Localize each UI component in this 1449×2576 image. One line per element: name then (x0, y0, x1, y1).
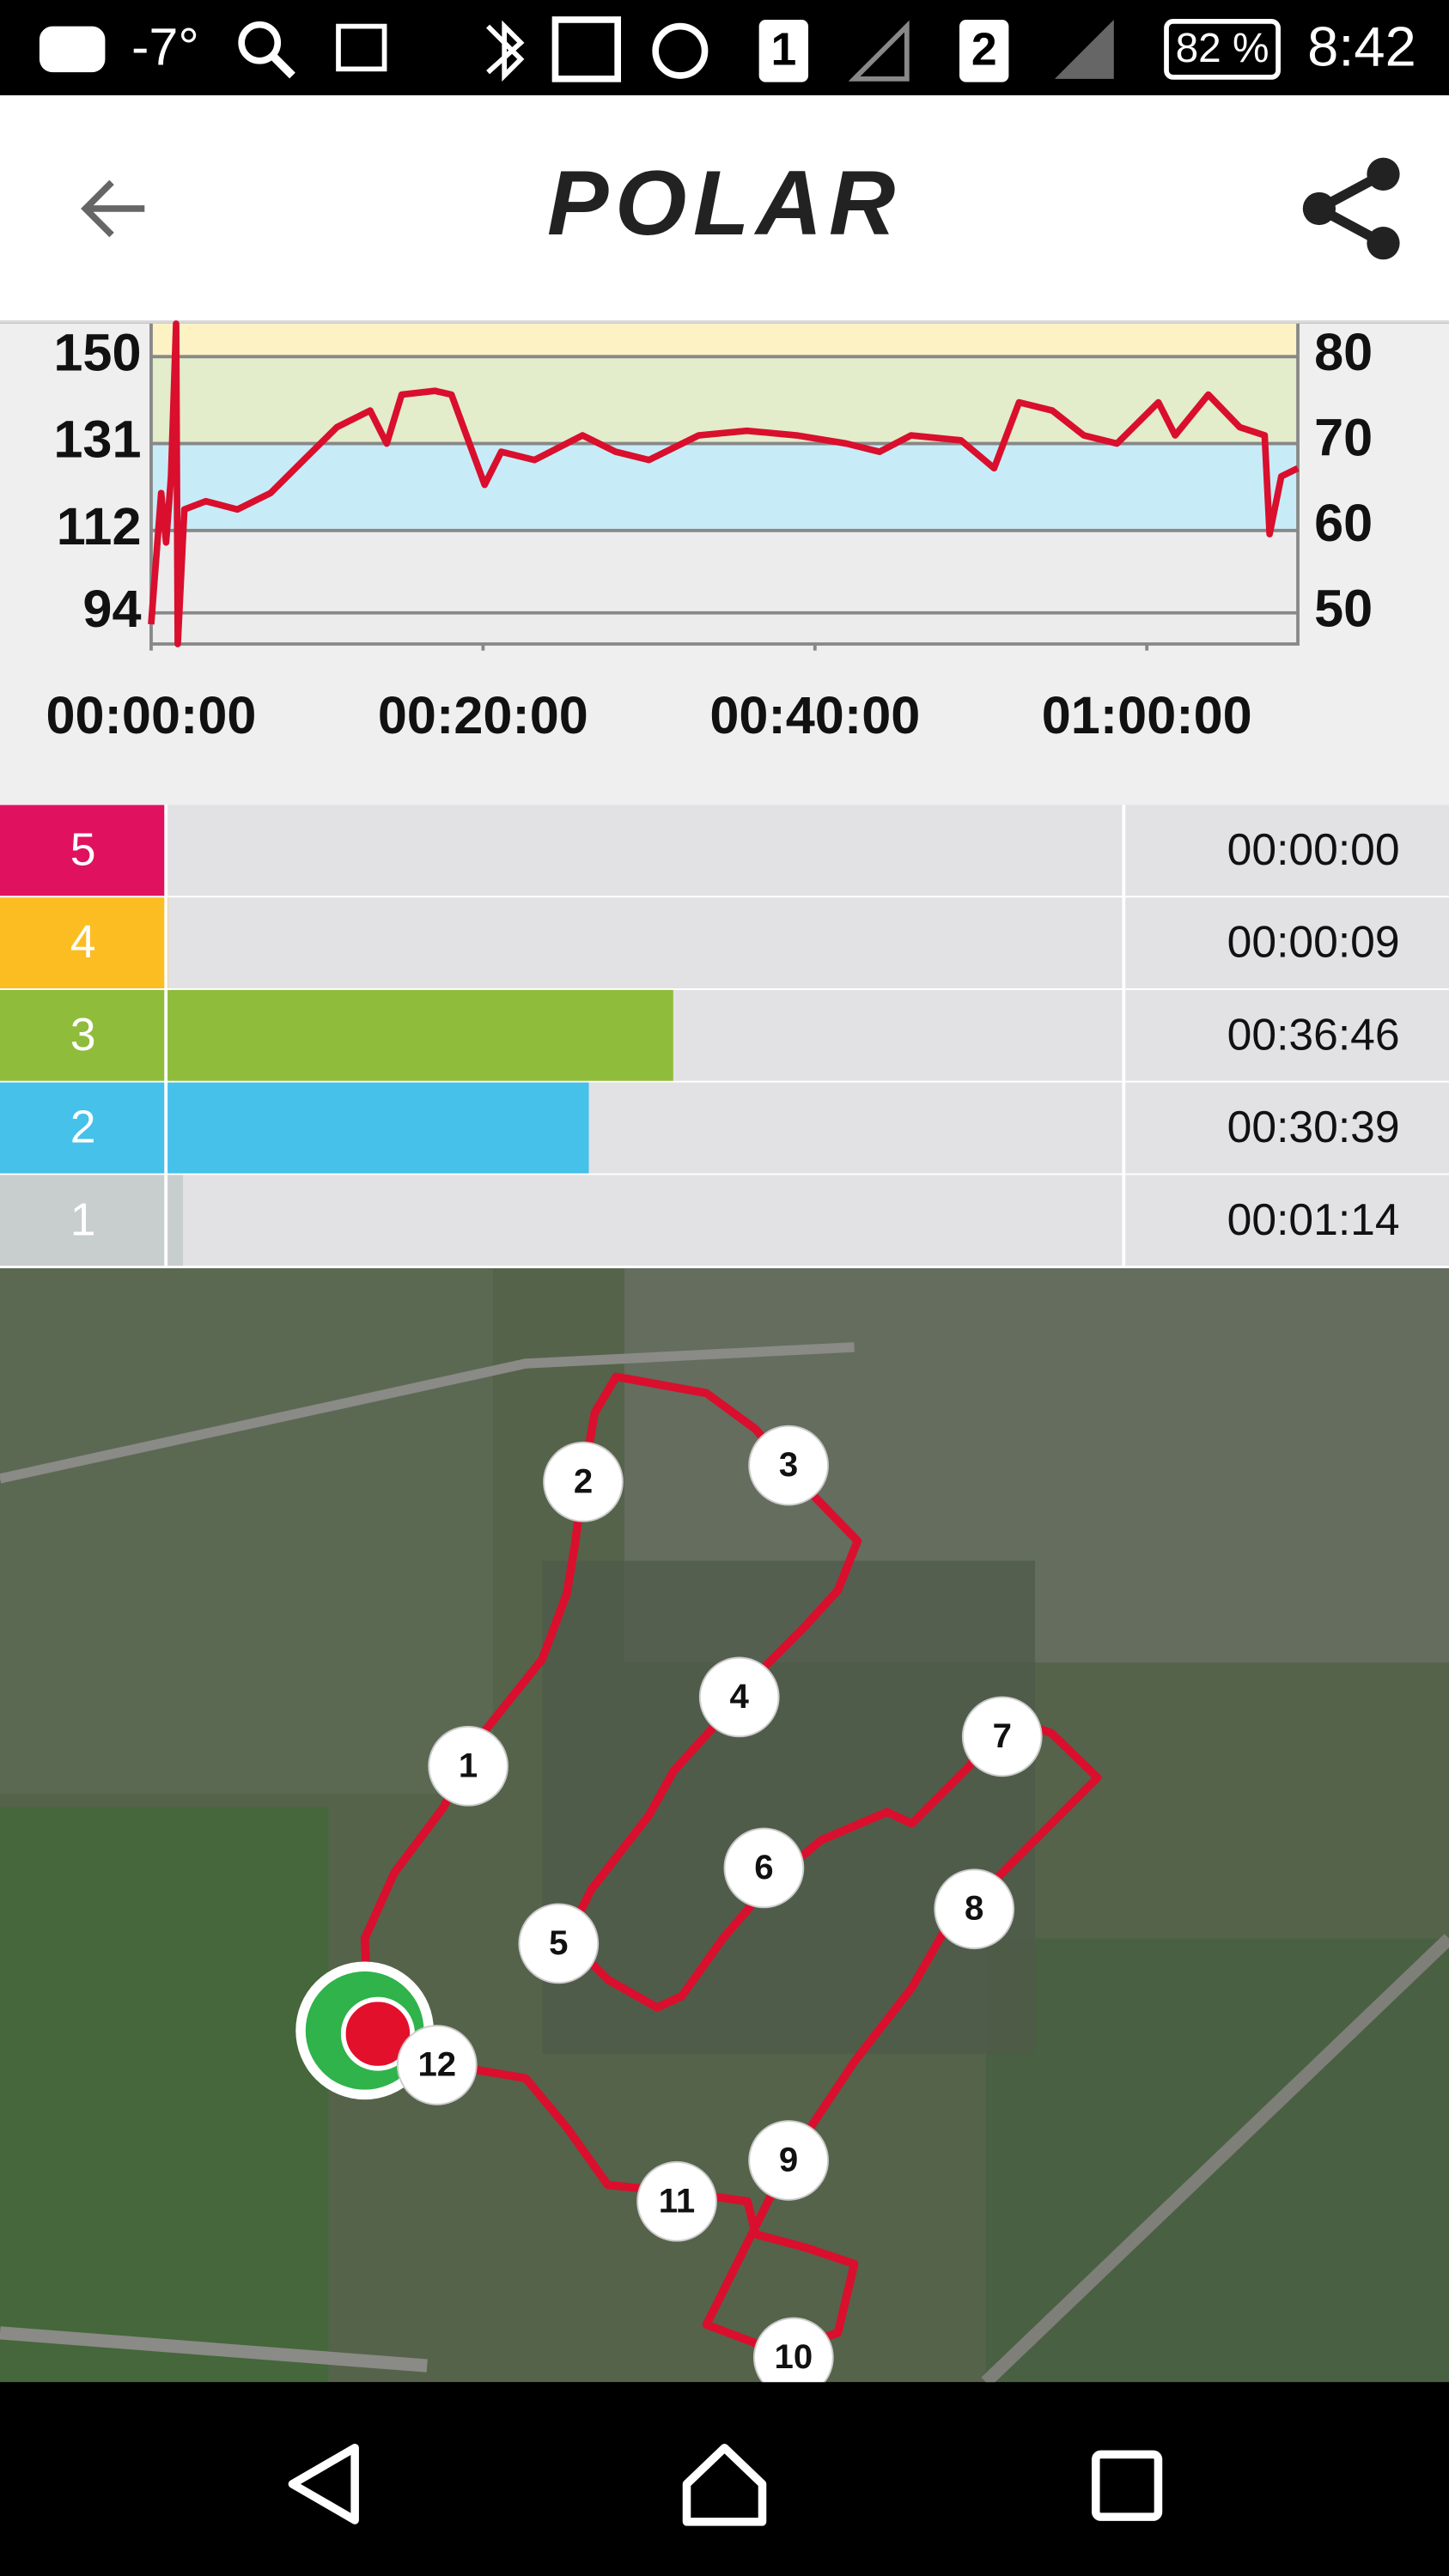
zone-number: 2 (70, 1103, 96, 1153)
sim1-icon (758, 19, 809, 82)
y2-tick-label: 50 (1314, 579, 1373, 637)
zone-number: 3 (70, 1010, 96, 1060)
temperature: -7° (131, 17, 199, 76)
header (0, 94, 1449, 322)
x-tick-label: 01:00:00 (1042, 686, 1252, 744)
zone-number: 5 (70, 824, 96, 875)
axis-frame (149, 323, 1300, 646)
zone-row (0, 897, 1449, 990)
zone-label-cell (0, 897, 167, 990)
share-button[interactable] (1302, 157, 1400, 260)
zone-label-cell (0, 1082, 167, 1176)
y-tick-label: 94 (82, 580, 141, 638)
lap-marker (636, 2160, 717, 2242)
lap-marker (543, 1441, 624, 1522)
lap-marker (723, 1827, 805, 1909)
nfc-icon (551, 16, 621, 82)
lap-number: 9 (779, 2140, 798, 2178)
zone-duration: 00:00:09 (1227, 917, 1400, 967)
back-nav-button[interactable] (288, 2443, 359, 2524)
lap-number: 4 (730, 1677, 750, 1716)
bluetooth-icon (486, 20, 525, 82)
lap-number: 6 (754, 1848, 773, 1886)
sim2: 2 (971, 24, 997, 75)
zone-duration: 00:36:46 (1227, 1009, 1400, 1059)
y2-tick-label: 70 (1314, 408, 1373, 466)
zone-number: 4 (70, 917, 96, 968)
alarm-icon (652, 22, 709, 79)
zone-number: 1 (70, 1194, 96, 1245)
route (360, 1372, 1102, 2357)
lap-marker (698, 1656, 780, 1738)
battery: 82 % (1176, 26, 1269, 71)
home-nav-button[interactable] (682, 2443, 767, 2526)
zone-band (150, 356, 1299, 444)
lap-number: 1 (459, 1746, 478, 1784)
recents-nav-button[interactable] (1091, 2450, 1163, 2521)
map (0, 1268, 1449, 2387)
y-tick-label: 112 (57, 497, 142, 556)
lap-marker (396, 2025, 478, 2105)
lap-marker (428, 1725, 508, 1807)
gallery-icon (336, 23, 387, 72)
x-tick-label: 00:00:00 (46, 686, 256, 744)
y2-tick-label: 80 (1314, 323, 1373, 381)
lap-marker (748, 2120, 829, 2201)
message-icon (39, 26, 106, 73)
lap-marker (934, 1868, 1015, 1950)
zone-label-cell (0, 989, 167, 1083)
signal-icon (848, 20, 910, 82)
lap-number: 5 (549, 1923, 568, 1962)
zone-duration: 00:00:00 (1227, 824, 1400, 874)
lap-number: 10 (775, 2337, 813, 2376)
zone-row (0, 805, 1449, 898)
lap-number: 2 (574, 1461, 593, 1500)
sim1: 1 (770, 24, 796, 75)
heart-rate-line (148, 320, 1300, 647)
zone-label-cell (0, 1175, 167, 1268)
y-tick-label: 131 (53, 410, 141, 469)
x-tick-label: 00:20:00 (378, 686, 588, 744)
zone-bar (166, 1082, 589, 1176)
y-tick-label: 150 (53, 323, 141, 381)
lap-marker (748, 1425, 829, 1506)
zone-duration: 00:01:14 (1227, 1194, 1400, 1244)
zone-bar (166, 989, 673, 1083)
zone-duration: 00:30:39 (1227, 1102, 1400, 1151)
lap-number: 12 (417, 2044, 456, 2083)
lap-marker (518, 1903, 600, 1984)
zone-band (150, 443, 1299, 531)
clock: 8:42 (1307, 15, 1416, 77)
lap-number: 8 (965, 1889, 983, 1928)
sim2-icon (959, 19, 1009, 82)
signal-icon (1054, 19, 1114, 79)
search-icon (270, 52, 295, 79)
zone-bar (166, 1175, 183, 1268)
navigation-bar (0, 2382, 1449, 2576)
zone-band (150, 323, 1299, 357)
search-icon (238, 21, 282, 64)
y2-tick-label: 60 (1314, 494, 1373, 552)
lap-number: 3 (779, 1445, 798, 1484)
battery-icon (1164, 19, 1281, 80)
back-button[interactable] (81, 179, 145, 238)
lap-number: 7 (993, 1716, 1012, 1755)
lap-marker (961, 1696, 1043, 1777)
logo: POLAR (547, 151, 902, 254)
zone-row (0, 1175, 1449, 1268)
zone-label-cell (0, 805, 167, 898)
x-tick-label: 00:40:00 (709, 686, 920, 744)
lap-number: 11 (659, 2181, 695, 2220)
